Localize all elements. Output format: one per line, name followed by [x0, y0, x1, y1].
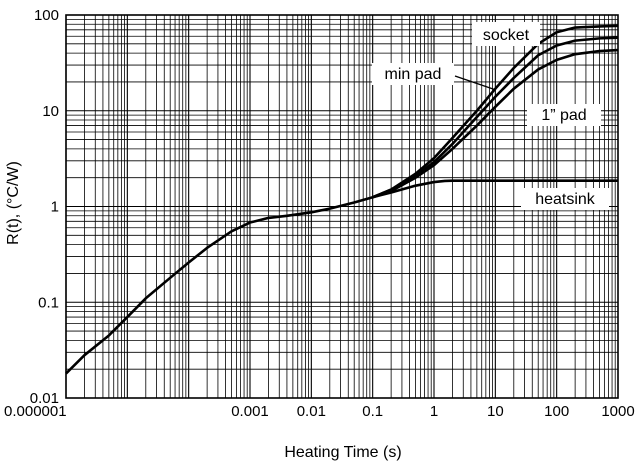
- annotation-box-2: [527, 104, 601, 126]
- x-tick-label-7: 1000: [601, 403, 634, 420]
- series-line-0: [372, 24, 619, 199]
- annotation-label-3: heatsink: [535, 191, 596, 208]
- annotation-labels: socket min pad 1” pad heatsink: [372, 22, 609, 210]
- x-tick-label-1: 0.001: [231, 403, 269, 420]
- annotation-label-2: 1” pad: [541, 107, 586, 124]
- min-pad-leader-line: [454, 75, 497, 91]
- y-tick-label-4: 100: [34, 7, 59, 24]
- x-tick-label-0: 0.000001: [4, 403, 67, 420]
- annotation-box-1: [372, 63, 454, 85]
- x-axis-title: Heating Time (s): [284, 444, 401, 461]
- y-tick-label-2: 1: [51, 199, 59, 216]
- x-tick-label-5: 10: [487, 403, 504, 420]
- annotation-label-0: socket: [483, 27, 530, 44]
- x-tick-label-2: 0.01: [297, 403, 326, 420]
- y-tick-label-1: 0.1: [38, 294, 59, 311]
- series-line-2: [372, 48, 619, 199]
- series-common-curve: [65, 195, 374, 375]
- y-tick-label-3: 10: [42, 103, 59, 120]
- plot-frame: [65, 14, 619, 399]
- data-curves: [65, 24, 619, 375]
- tick-labels: 0.000001 0.001 0.01 0.1 1 10 100 1000 0.01 0.1 1 10…: [4, 7, 635, 420]
- annotation-label-1: min pad: [385, 66, 442, 83]
- y-tick-label-0: 0.01: [30, 390, 59, 407]
- x-tick-label-4: 1: [430, 403, 438, 420]
- x-tick-label-3: 0.1: [362, 403, 383, 420]
- annotation-box-0: [472, 22, 540, 46]
- series-line-3: [372, 179, 618, 199]
- series-line-1: [372, 36, 619, 199]
- annotation-box-3: [521, 188, 609, 210]
- y-axis-title: R(t), (°C/W): [5, 161, 22, 245]
- x-tick-label-6: 100: [544, 403, 569, 420]
